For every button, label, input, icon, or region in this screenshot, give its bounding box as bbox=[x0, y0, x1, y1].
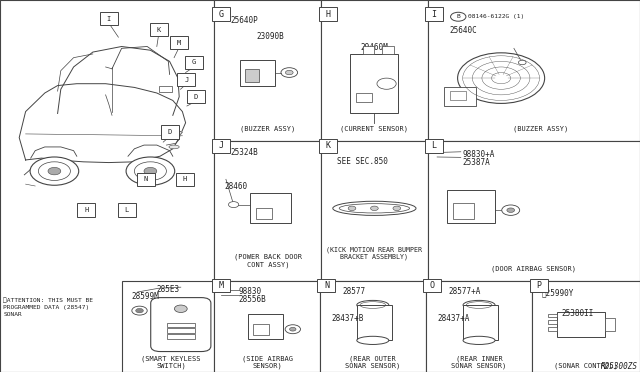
Bar bbox=[428, 141, 640, 281]
Ellipse shape bbox=[463, 301, 495, 310]
Text: L: L bbox=[125, 207, 129, 213]
Text: (SIDE AIRBAG
SENSOR): (SIDE AIRBAG SENSOR) bbox=[242, 355, 292, 369]
Circle shape bbox=[38, 162, 70, 180]
Bar bbox=[423, 279, 441, 292]
Text: K: K bbox=[325, 141, 330, 150]
Bar bbox=[548, 314, 557, 317]
Bar bbox=[548, 320, 557, 324]
FancyBboxPatch shape bbox=[151, 298, 211, 352]
Bar bbox=[185, 56, 203, 69]
Bar bbox=[320, 281, 426, 372]
Bar bbox=[447, 190, 495, 223]
Bar bbox=[350, 54, 398, 113]
Text: B: B bbox=[456, 14, 460, 19]
Text: 28437+A: 28437+A bbox=[437, 314, 470, 323]
Ellipse shape bbox=[333, 201, 416, 215]
Text: J: J bbox=[184, 77, 188, 83]
Bar bbox=[166, 328, 195, 333]
Bar bbox=[176, 173, 194, 186]
Bar bbox=[212, 139, 230, 153]
Text: N: N bbox=[144, 176, 148, 182]
Text: K: K bbox=[157, 27, 161, 33]
Text: ※ATTENTION: THIS MUST BE
PROGRAMMED DATA (28547)
SONAR: ※ATTENTION: THIS MUST BE PROGRAMMED DATA… bbox=[3, 298, 93, 317]
Bar bbox=[426, 281, 532, 372]
Text: O: O bbox=[429, 281, 435, 290]
Text: ※25990Y: ※25990Y bbox=[542, 288, 575, 297]
Ellipse shape bbox=[463, 336, 495, 344]
Text: G: G bbox=[218, 10, 223, 19]
Bar bbox=[170, 36, 188, 49]
Text: 28599M: 28599M bbox=[131, 292, 159, 301]
Text: (DOOR AIRBAG SENSOR): (DOOR AIRBAG SENSOR) bbox=[492, 265, 576, 272]
Bar bbox=[166, 323, 195, 327]
Text: 25640P: 25640P bbox=[230, 16, 258, 25]
Bar bbox=[214, 281, 320, 372]
Bar bbox=[137, 173, 155, 186]
Text: 28577: 28577 bbox=[342, 287, 365, 296]
Text: I: I bbox=[431, 10, 436, 19]
Polygon shape bbox=[58, 46, 179, 115]
Bar bbox=[212, 279, 230, 292]
Text: D: D bbox=[194, 94, 198, 100]
Circle shape bbox=[30, 157, 79, 185]
Bar bbox=[212, 7, 230, 21]
Bar bbox=[214, 0, 321, 141]
Text: (SMART KEYLESS
SWITCH): (SMART KEYLESS SWITCH) bbox=[141, 355, 201, 369]
Ellipse shape bbox=[357, 336, 389, 344]
Bar bbox=[356, 93, 372, 102]
Bar bbox=[450, 91, 466, 100]
Text: J: J bbox=[218, 141, 223, 150]
Bar bbox=[382, 46, 394, 54]
Bar bbox=[256, 208, 272, 219]
Text: 98830+A: 98830+A bbox=[463, 150, 495, 158]
Bar bbox=[161, 125, 179, 139]
Bar bbox=[321, 0, 428, 141]
Text: (BUZZER ASSY): (BUZZER ASSY) bbox=[513, 126, 568, 132]
Bar bbox=[122, 281, 214, 372]
Bar bbox=[159, 86, 172, 92]
Text: 23090B: 23090B bbox=[256, 32, 284, 41]
Text: R25300ZS: R25300ZS bbox=[601, 362, 638, 371]
Text: H: H bbox=[183, 176, 187, 182]
Circle shape bbox=[507, 208, 515, 212]
Text: (POWER BACK DOOR
CONT ASSY): (POWER BACK DOOR CONT ASSY) bbox=[234, 254, 302, 268]
Text: (BUZZER ASSY): (BUZZER ASSY) bbox=[240, 126, 296, 132]
Text: 285E3: 285E3 bbox=[156, 285, 180, 294]
Text: L: L bbox=[431, 141, 436, 150]
Text: SEE SEC.850: SEE SEC.850 bbox=[337, 157, 388, 166]
Text: 25387A: 25387A bbox=[463, 158, 490, 167]
Bar bbox=[166, 334, 195, 339]
Circle shape bbox=[518, 60, 526, 65]
Bar bbox=[605, 318, 615, 331]
Bar bbox=[357, 305, 392, 340]
Circle shape bbox=[502, 205, 520, 215]
Text: (KICK MOTION REAR BUMPER
BRACKET ASSEMBLY): (KICK MOTION REAR BUMPER BRACKET ASSEMBL… bbox=[326, 246, 422, 260]
Text: M: M bbox=[218, 281, 223, 290]
Text: M: M bbox=[177, 40, 181, 46]
Text: 25324B: 25324B bbox=[230, 148, 258, 157]
Text: P: P bbox=[536, 281, 541, 290]
Circle shape bbox=[348, 206, 356, 211]
Text: 28460: 28460 bbox=[224, 182, 247, 191]
Bar bbox=[214, 141, 321, 281]
Text: 25640C: 25640C bbox=[450, 26, 477, 35]
Circle shape bbox=[281, 68, 298, 77]
Text: 25380II: 25380II bbox=[561, 309, 594, 318]
Bar bbox=[77, 203, 95, 217]
Circle shape bbox=[377, 78, 396, 89]
Ellipse shape bbox=[357, 301, 389, 310]
Bar bbox=[250, 193, 291, 223]
Text: 28437+B: 28437+B bbox=[332, 314, 364, 323]
Text: D: D bbox=[168, 129, 172, 135]
Bar bbox=[321, 141, 428, 281]
Text: 28577+A: 28577+A bbox=[448, 287, 481, 296]
Bar bbox=[118, 203, 136, 217]
Bar bbox=[463, 305, 499, 340]
Circle shape bbox=[228, 202, 239, 208]
Bar bbox=[248, 314, 283, 339]
Bar bbox=[530, 279, 548, 292]
Bar bbox=[177, 73, 195, 86]
Circle shape bbox=[458, 53, 545, 103]
Polygon shape bbox=[170, 130, 182, 137]
Text: 29460M: 29460M bbox=[360, 43, 388, 52]
